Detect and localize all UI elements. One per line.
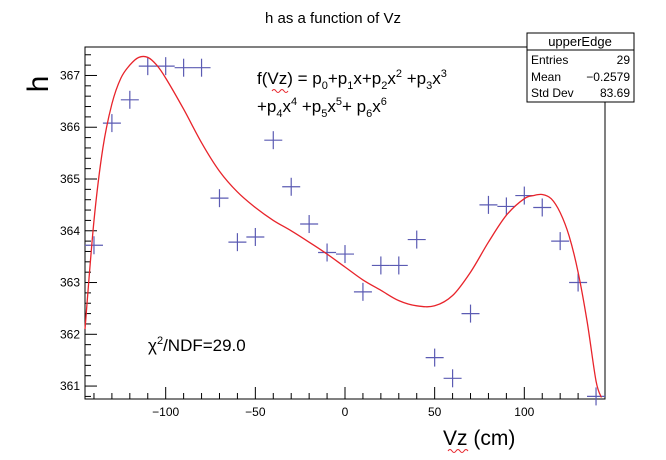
chart-title: h as a function of Vz xyxy=(265,10,401,27)
data-point xyxy=(156,57,175,76)
y-tick-label: 363 xyxy=(60,276,80,290)
chi-square-label: χ2/NDF=29.0 xyxy=(148,335,246,355)
data-point xyxy=(84,236,103,255)
data-point xyxy=(533,198,552,217)
data-point xyxy=(282,177,301,196)
data-point xyxy=(461,304,480,323)
y-tick-label: 367 xyxy=(60,68,80,82)
data-point xyxy=(264,131,283,150)
y-tick-label: 362 xyxy=(60,327,80,341)
data-point xyxy=(389,256,408,275)
fit-formula-line1: f(Vz) = p0+p1x+p2x2 +p3x3 xyxy=(257,68,447,92)
x-tick-label: 0 xyxy=(342,405,349,419)
data-point xyxy=(174,58,193,77)
stats-entries-label: Entries xyxy=(531,53,568,67)
data-point xyxy=(120,90,139,109)
data-point xyxy=(353,282,372,301)
data-point xyxy=(102,114,121,133)
data-point xyxy=(336,245,354,264)
formula-spellcheck-underline xyxy=(271,89,289,93)
data-point xyxy=(587,387,606,406)
data-point xyxy=(569,273,588,292)
y-tick-label: 361 xyxy=(60,379,80,393)
spellcheck-underline xyxy=(447,449,469,453)
x-tick-label: −100 xyxy=(152,405,179,419)
data-point xyxy=(300,215,319,234)
data-point xyxy=(551,232,570,251)
fit-formula-line2: +p4x4 +p5x5+ p6x6 xyxy=(257,96,387,120)
data-point xyxy=(425,348,444,367)
data-point xyxy=(210,189,229,208)
stats-stddev-label: Std Dev xyxy=(531,86,574,100)
stats-mean-value: −0.2579 xyxy=(586,70,630,84)
y-axis-label: h xyxy=(22,76,55,93)
data-point xyxy=(497,197,516,216)
x-tick-label: 50 xyxy=(428,405,442,419)
stats-box: upperEdge Entries 29 Mean −0.2579 Std De… xyxy=(526,32,635,103)
data-point xyxy=(443,369,462,388)
data-point xyxy=(192,58,211,77)
data-point xyxy=(246,227,265,246)
data-point xyxy=(138,57,157,76)
data-point xyxy=(318,243,337,262)
stats-box-frame xyxy=(526,32,635,103)
x-axis-label: Vz (cm) xyxy=(443,427,515,450)
x-tick-label: 100 xyxy=(514,405,534,419)
axis-ticks xyxy=(85,54,597,399)
y-tick-label: 365 xyxy=(60,172,80,186)
data-points xyxy=(84,57,606,406)
data-point xyxy=(407,230,426,249)
x-tick-labels: −100 −50 0 50 100 xyxy=(152,405,534,419)
data-point xyxy=(228,233,247,252)
y-tick-labels: 361 362 363 364 365 366 367 xyxy=(60,68,80,393)
data-point xyxy=(479,195,498,214)
fit-curve xyxy=(84,55,603,398)
y-tick-label: 364 xyxy=(60,224,80,238)
fit-formula: f(Vz) = p0+p1x+p2x2 +p3x3 +p4x4 +p5x5+ p… xyxy=(257,68,447,120)
stats-mean-label: Mean xyxy=(531,70,561,84)
stats-stddev-value: 83.69 xyxy=(600,86,630,100)
x-tick-label: −50 xyxy=(245,405,266,419)
y-tick-label: 366 xyxy=(60,120,80,134)
stats-box-title: upperEdge xyxy=(548,34,612,49)
data-point xyxy=(371,256,390,275)
stats-entries-value: 29 xyxy=(617,53,631,67)
